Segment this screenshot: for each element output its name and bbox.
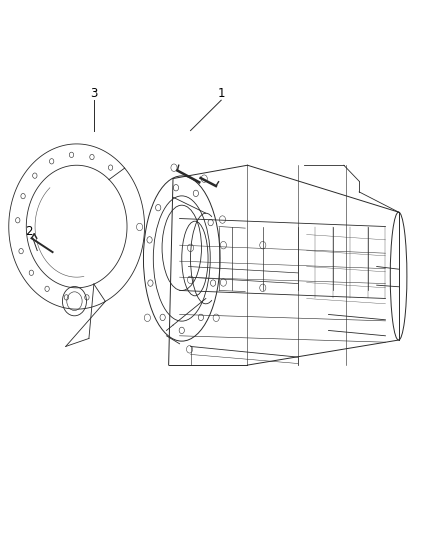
Text: 3: 3: [91, 87, 98, 100]
Text: 2: 2: [25, 225, 32, 238]
Text: 1: 1: [217, 87, 225, 100]
